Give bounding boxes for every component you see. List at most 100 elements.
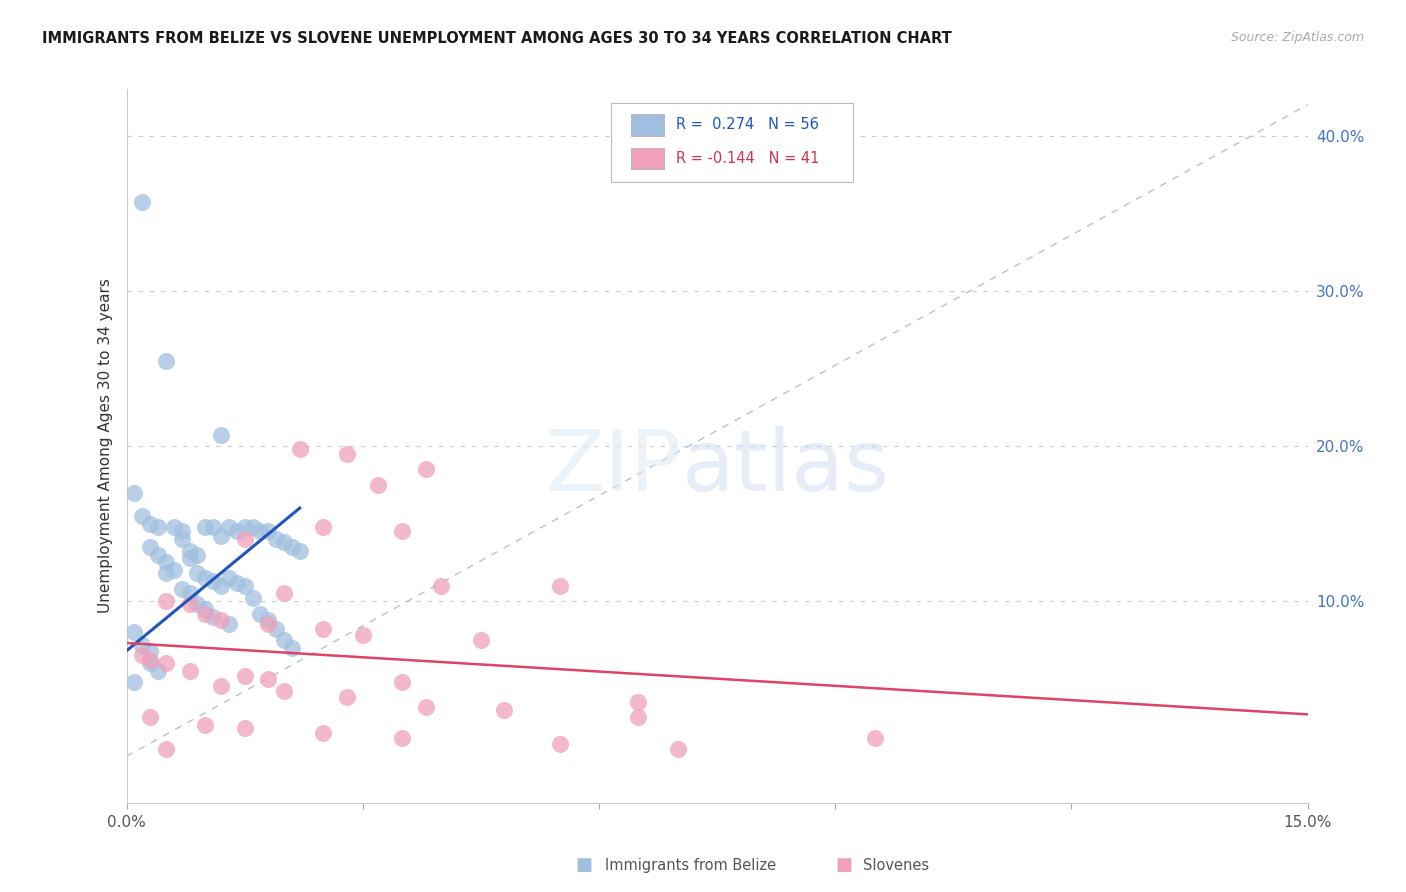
Point [233,579,256,593]
Point [146,519,169,533]
Point [391,674,413,689]
Point [194,718,217,732]
Point [194,602,217,616]
Point [202,574,225,588]
Point [179,544,201,558]
Text: ■: ■ [835,856,852,874]
Point [225,575,247,590]
Y-axis label: Unemployment Among Ages 30 to 34 years: Unemployment Among Ages 30 to 34 years [98,278,114,614]
Text: ZIP: ZIP [546,425,682,509]
Point [273,586,295,600]
Point [155,594,177,608]
Point [131,638,153,652]
Point [415,462,437,476]
Point [186,597,208,611]
FancyBboxPatch shape [631,148,664,169]
Point [170,582,193,596]
Text: atlas: atlas [682,425,890,509]
Point [155,741,177,756]
Point [257,613,280,627]
Point [209,680,232,694]
Point [352,628,374,642]
Point [139,644,162,658]
Point [863,731,886,745]
Point [179,586,201,600]
Text: IMMIGRANTS FROM BELIZE VS SLOVENE UNEMPLOYMENT AMONG AGES 30 TO 34 YEARS CORRELA: IMMIGRANTS FROM BELIZE VS SLOVENE UNEMPL… [42,31,952,46]
Point [249,607,271,621]
Point [186,548,208,562]
Point [470,632,492,647]
Point [336,690,359,705]
Point [179,550,201,565]
Point [155,353,177,368]
Point [273,535,295,549]
Point [163,563,186,577]
Point [233,668,256,682]
Point [124,674,146,689]
Point [186,566,208,581]
Point [139,516,162,531]
Point [666,741,689,756]
Point [257,524,280,539]
Point [194,607,217,621]
Point [139,656,162,670]
Point [242,519,264,533]
Point [391,524,413,539]
Point [264,622,287,636]
Point [124,625,146,640]
Text: ■: ■ [575,856,592,874]
Point [209,579,232,593]
Point [336,447,359,461]
Point [225,524,247,539]
Point [548,737,571,751]
Point [312,726,335,740]
Point [139,540,162,554]
FancyBboxPatch shape [610,103,853,182]
Point [124,485,146,500]
Point [273,684,295,698]
Point [194,571,217,585]
Point [202,519,225,533]
Text: R =  0.274   N = 56: R = 0.274 N = 56 [676,118,818,132]
Point [209,613,232,627]
Point [233,532,256,546]
Point [281,540,304,554]
Point [233,722,256,736]
Point [209,428,232,442]
Point [218,617,240,632]
Point [627,710,650,724]
Point [233,519,256,533]
Point [218,519,240,533]
Point [139,710,162,724]
Point [194,519,217,533]
Point [179,597,201,611]
Point [139,653,162,667]
Point [264,532,287,546]
Point [170,532,193,546]
Text: Immigrants from Belize: Immigrants from Belize [605,858,776,872]
Point [494,703,516,717]
Point [131,195,153,210]
Point [273,632,295,647]
Point [163,519,186,533]
Point [257,672,280,686]
Point [202,609,225,624]
Point [179,664,201,678]
Point [312,519,335,533]
FancyBboxPatch shape [631,114,664,136]
Text: R = -0.144   N = 41: R = -0.144 N = 41 [676,151,820,166]
Point [249,524,271,539]
Point [288,544,311,558]
Point [257,617,280,632]
Point [146,664,169,678]
Point [627,695,650,709]
Point [281,640,304,655]
Point [131,648,153,663]
Point [170,524,193,539]
Point [367,477,389,491]
Point [242,591,264,605]
Point [415,699,437,714]
Point [146,548,169,562]
Point [548,579,571,593]
Point [155,566,177,581]
